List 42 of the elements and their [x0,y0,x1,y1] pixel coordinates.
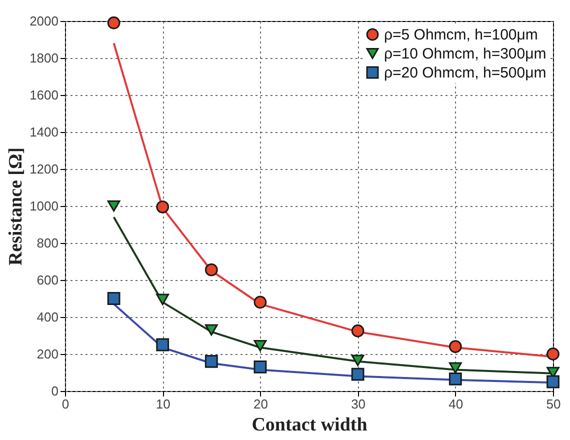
point [107,200,120,212]
point [448,362,462,374]
point [156,294,170,306]
x-tick-label: 10 [156,396,170,412]
point [156,338,170,352]
y-tick-label: 1600 [30,88,58,102]
point [204,354,218,368]
point [107,292,120,305]
y-tick-label: 1800 [30,50,58,66]
point [546,348,560,360]
point [351,324,364,338]
point [204,263,218,276]
point [546,375,560,388]
y-tick-label: 0 [51,384,58,398]
y-tick-label: 2000 [30,14,58,28]
x-tick-label: 20 [253,396,268,412]
y-tick-label: 400 [36,310,58,324]
point [204,324,218,336]
y-tick-label: 200 [36,346,58,362]
point [351,354,364,366]
y-axis-title: Resistance [Ω] [6,147,27,266]
point [254,296,267,309]
legend-label: ρ=5 Ohmcm, h=100μm [384,26,538,44]
x-axis-title: Contact width [252,414,368,436]
y-tick-label: 1400 [30,124,58,140]
legend-label: ρ=20 Ohmcm, h=500μm [384,64,546,82]
point [107,16,120,30]
x-tick-label: 0 [62,396,70,412]
legend-label: ρ=10 Ohmcm, h=300μm [384,46,546,62]
x-tick-label: 40 [448,396,464,412]
y-tick-label: 800 [36,236,58,250]
y-tick-label: 1200 [30,162,58,176]
x-tick-label: 50 [546,396,561,412]
point [254,360,267,374]
point [156,200,170,214]
y-tick-label: 600 [36,272,58,288]
x-tick-label: 30 [351,396,366,412]
point [351,368,364,381]
point [448,372,462,386]
y-tick-label: 1000 [30,198,58,214]
point [254,340,267,352]
point [448,340,462,354]
